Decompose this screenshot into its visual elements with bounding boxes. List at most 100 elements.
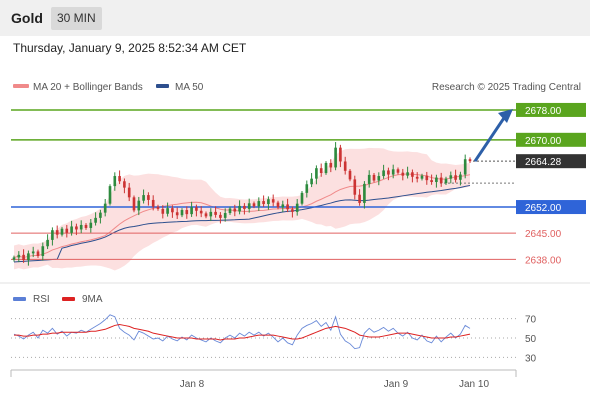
candle-body	[276, 202, 280, 208]
ma20-legend-swatch	[13, 84, 29, 88]
candle-body	[75, 226, 78, 230]
candle-body	[353, 179, 357, 195]
candle	[209, 208, 213, 222]
candle-body	[468, 159, 472, 162]
candle	[223, 208, 227, 222]
candle-body	[430, 180, 433, 183]
candle-body	[161, 208, 165, 214]
candle	[425, 171, 429, 185]
candle-body	[363, 183, 366, 203]
candle-body	[70, 226, 73, 233]
candle	[36, 249, 40, 258]
candle-body	[55, 230, 59, 235]
candle	[411, 169, 414, 183]
candle-body	[147, 195, 150, 200]
candle	[415, 172, 419, 183]
candle-body	[415, 176, 419, 179]
candle	[243, 203, 246, 215]
candle-body	[334, 147, 337, 168]
candle	[468, 157, 472, 164]
candle-body	[401, 172, 405, 176]
candle	[70, 220, 73, 236]
candle	[17, 251, 21, 263]
candle	[118, 170, 121, 185]
price-legend: MA 20 + Bollinger Bands MA 50 Research ©…	[13, 82, 581, 93]
candle	[51, 227, 54, 246]
candle	[185, 206, 189, 219]
candle	[219, 212, 222, 224]
candle-body	[315, 168, 318, 179]
candle-body	[324, 162, 328, 174]
candle	[60, 226, 64, 237]
candle	[358, 189, 361, 206]
candle	[199, 206, 203, 218]
rsi-chart: 70 50 30	[11, 314, 537, 364]
copyright-label: Research © 2025 Trading Central	[432, 82, 581, 93]
candle-body	[281, 204, 285, 208]
candle-body	[214, 211, 217, 215]
candle	[449, 171, 453, 184]
candle	[315, 165, 318, 185]
candle-body	[267, 199, 270, 205]
candle-body	[295, 203, 299, 212]
rsi-ma-legend-swatch	[62, 297, 75, 301]
candle	[324, 161, 328, 175]
current-price-label: 2664.28	[525, 157, 562, 168]
chart-datetime: Thursday, January 9, 2025 8:52:34 AM CET	[13, 41, 247, 55]
timeframe-button[interactable]: 30 MIN	[51, 7, 102, 30]
ma20-line	[13, 173, 471, 258]
candle	[454, 169, 457, 183]
candle-body	[252, 203, 256, 207]
candle	[195, 204, 198, 217]
candle	[238, 200, 241, 215]
candle-body	[89, 222, 93, 228]
candle-body	[300, 192, 304, 204]
candle	[228, 206, 232, 215]
candle	[137, 196, 141, 216]
candle-body	[171, 208, 174, 213]
candle	[348, 168, 352, 182]
rsi-tick-30: 30	[525, 353, 537, 364]
candle	[132, 195, 136, 213]
candle	[387, 167, 390, 181]
candle-body	[382, 170, 385, 177]
level-label-2678.00: 2678.00	[525, 106, 562, 117]
candle	[420, 173, 424, 181]
candle	[204, 211, 208, 219]
candle	[31, 246, 35, 258]
current-price-tag	[516, 154, 586, 169]
time-label-jan9: Jan 9	[384, 379, 409, 390]
candle	[295, 199, 299, 216]
candle	[339, 144, 342, 168]
candle-body	[372, 174, 376, 181]
rsi-tick-50: 50	[525, 334, 537, 345]
candle-body	[94, 217, 97, 223]
candle-body	[449, 175, 453, 179]
candle-body	[420, 175, 424, 179]
candle	[55, 225, 59, 239]
candle-body	[209, 211, 213, 217]
candle-body	[41, 246, 45, 256]
candle	[300, 190, 304, 206]
candle-body	[310, 178, 313, 185]
candle	[65, 224, 69, 238]
level-tag-2670.00	[516, 132, 586, 147]
candle	[190, 201, 193, 217]
candle	[84, 223, 88, 230]
candle	[377, 172, 381, 186]
candle-body	[463, 159, 467, 175]
candle	[363, 181, 366, 209]
forecast-arrow-shaft	[473, 117, 506, 163]
candle	[41, 242, 45, 261]
candle-body	[108, 186, 112, 204]
candle	[156, 204, 160, 211]
candle-body	[411, 172, 414, 177]
candle	[310, 173, 313, 188]
candle	[142, 189, 145, 204]
level-label-2638.00: 2638.00	[525, 255, 562, 266]
candle	[372, 173, 376, 183]
forecast-arrow-head	[498, 108, 513, 123]
candle	[99, 209, 102, 224]
level-tag-2678.00	[516, 102, 586, 117]
candle	[367, 170, 371, 188]
